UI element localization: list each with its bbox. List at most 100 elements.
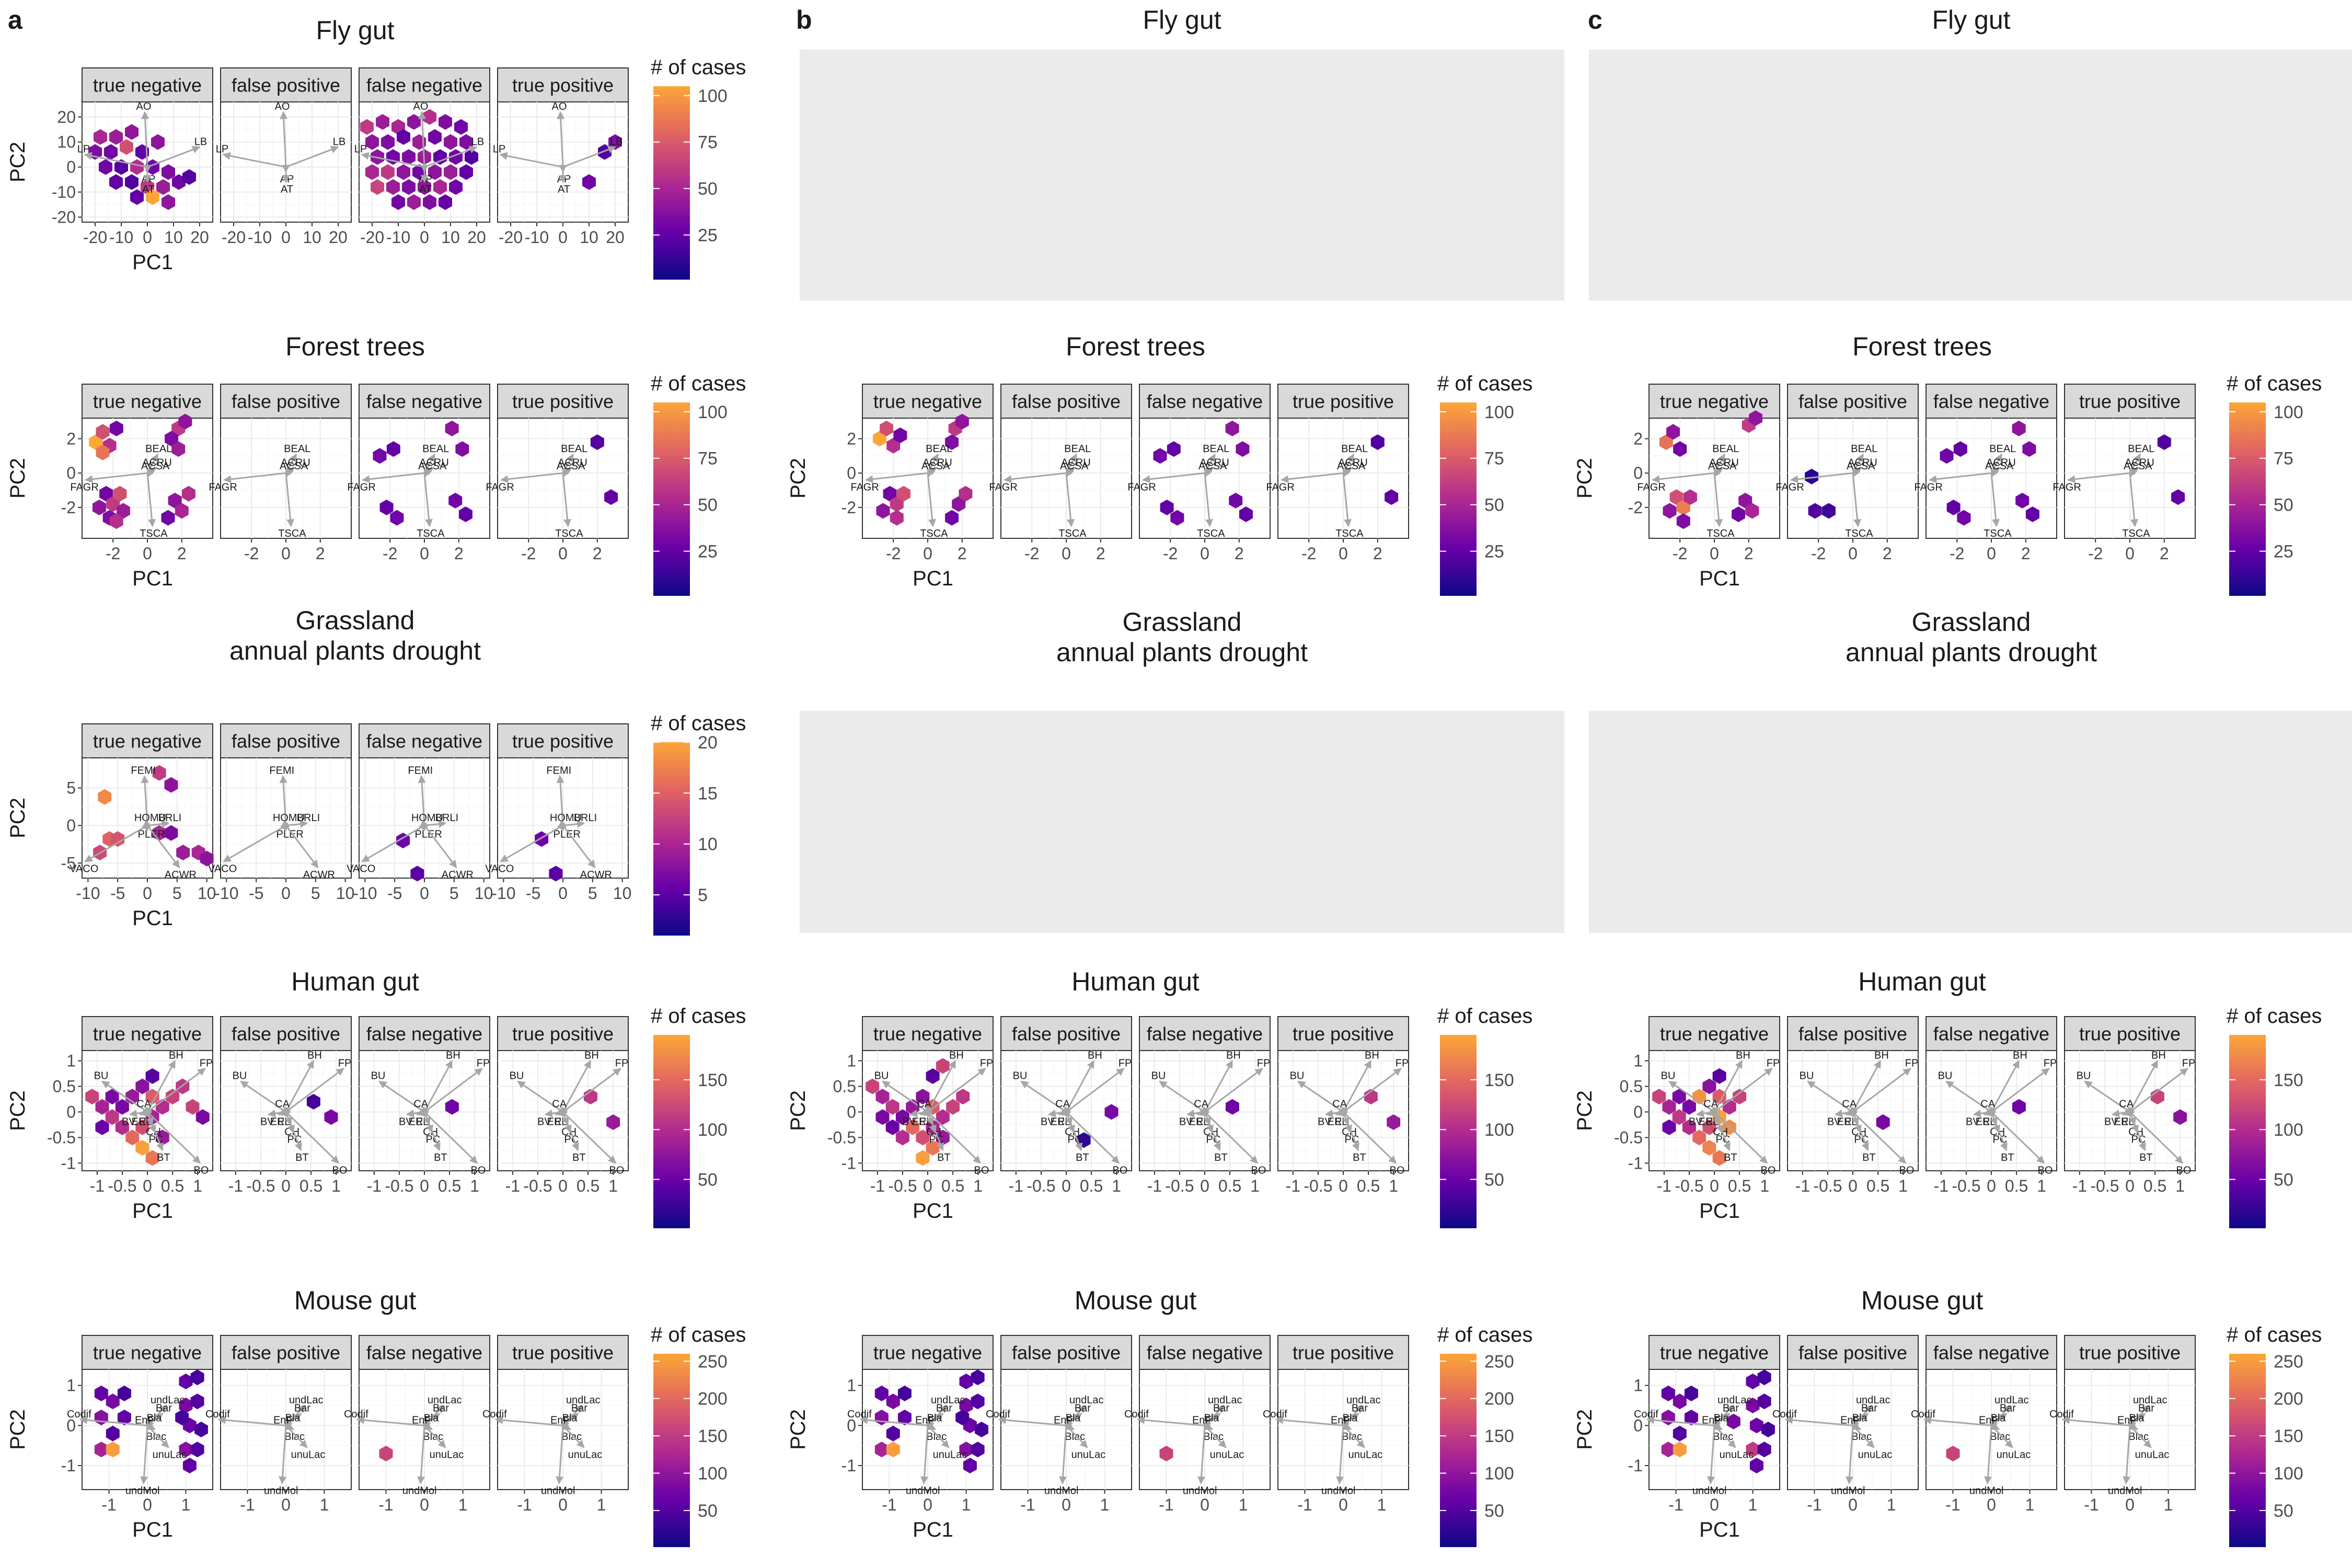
facet-strip-label: true negative bbox=[93, 391, 202, 412]
tick-label-x: 10 bbox=[580, 228, 598, 247]
hexbin-cell bbox=[975, 1422, 988, 1437]
loading-arrow bbox=[222, 152, 286, 168]
tick-label-x: 0 bbox=[420, 884, 429, 903]
loading-arrow bbox=[1159, 1080, 1205, 1113]
hexbin-cell bbox=[161, 510, 175, 526]
loading-label: Blac bbox=[1851, 1431, 1872, 1443]
loading-arrow bbox=[562, 1425, 585, 1448]
hexbin-cell bbox=[1153, 448, 1167, 464]
facet-strip-label: true positive bbox=[512, 731, 614, 752]
hexbin-cell bbox=[125, 1129, 140, 1146]
loading-arrow bbox=[1852, 1111, 1907, 1164]
tick-label-y: -1 bbox=[841, 1154, 856, 1172]
hexbin-cell bbox=[85, 1089, 99, 1105]
loading-label: ER bbox=[409, 1116, 423, 1127]
hexbin-cell bbox=[109, 513, 123, 529]
loading-arrow bbox=[423, 469, 432, 477]
facet-strip-label: false positive bbox=[1012, 1023, 1121, 1045]
legend-colorbar bbox=[1440, 1035, 1477, 1228]
loading-label: unuLac bbox=[1858, 1449, 1893, 1461]
loading-label: LP bbox=[216, 144, 228, 155]
loading-label: BV bbox=[537, 1116, 551, 1127]
loading-arrow bbox=[562, 146, 616, 168]
facet-strip-label: false negative bbox=[366, 75, 482, 96]
loading-label: BV bbox=[122, 1116, 136, 1127]
tick-label-x: 10 bbox=[613, 884, 632, 903]
loading-arrow bbox=[1281, 472, 1344, 483]
hexbin-cell bbox=[94, 1386, 108, 1401]
hexbin-cell bbox=[190, 1442, 204, 1458]
x-axis-title: PC1 bbox=[132, 567, 173, 590]
hexbin-cell bbox=[875, 1109, 890, 1125]
loading-arrow bbox=[1713, 1111, 1768, 1164]
loading-label: ACSA bbox=[1847, 460, 1875, 472]
loading-label: BH bbox=[1874, 1050, 1889, 1062]
tick-label-y: -5 bbox=[61, 854, 76, 872]
loading-label: Codif bbox=[1772, 1409, 1797, 1420]
hexbin-cell bbox=[376, 114, 389, 130]
loading-label: FAGR bbox=[2053, 481, 2081, 493]
x-axis-title: PC1 bbox=[132, 251, 173, 274]
tick-label-x: -0.5 bbox=[1027, 1177, 1055, 1195]
hexbin-cell bbox=[459, 164, 473, 180]
tick-label-y: 1 bbox=[847, 1052, 856, 1070]
legend-tick-label: 15 bbox=[698, 783, 718, 803]
hexbin-cell bbox=[590, 434, 604, 450]
hexbin-cell bbox=[1673, 1425, 1687, 1442]
loading-arrow bbox=[1204, 1068, 1263, 1113]
legend-colorbar bbox=[1440, 402, 1477, 596]
facet-strip bbox=[359, 723, 490, 758]
tick-label-x: 2 bbox=[1235, 544, 1244, 563]
hexbin-cell bbox=[92, 499, 106, 515]
loading-arrow bbox=[146, 1425, 169, 1448]
hexbin-cell bbox=[971, 1369, 985, 1386]
facet-strip-label: false positive bbox=[232, 75, 340, 96]
loading-label: unuLac bbox=[1997, 1449, 2031, 1461]
legend-tick-label: 50 bbox=[698, 179, 718, 199]
tick-label-y: 0 bbox=[847, 1102, 856, 1121]
tick-label-x: -2 bbox=[1950, 544, 1964, 563]
loading-label: BH bbox=[1736, 1050, 1750, 1062]
loading-label: LB bbox=[610, 136, 622, 147]
loading-label: BT bbox=[1862, 1152, 1876, 1163]
loading-arrow bbox=[1990, 1060, 2020, 1113]
legend-tick-label: 50 bbox=[1484, 1170, 1504, 1190]
loading-label: BV bbox=[260, 1116, 274, 1127]
loading-arrow bbox=[279, 1425, 287, 1484]
loading-label: BT bbox=[1353, 1152, 1366, 1163]
loading-label: Blac bbox=[284, 1431, 305, 1443]
facet-strip-label: true positive bbox=[512, 1342, 614, 1364]
tick-label-x: 1 bbox=[470, 1177, 479, 1195]
facet-strip bbox=[220, 1335, 352, 1370]
loading-arrow bbox=[146, 1060, 176, 1113]
hexbin-cell bbox=[1676, 513, 1690, 529]
tick-label-x: -10 bbox=[109, 228, 133, 247]
loading-arrow bbox=[84, 152, 148, 168]
hexbin-cell bbox=[135, 1119, 149, 1135]
hexbin-cell bbox=[146, 189, 159, 205]
hexbin-cell bbox=[1822, 503, 1836, 519]
hexbin-cell bbox=[165, 431, 178, 447]
facet-strip bbox=[82, 1335, 213, 1370]
facet-strip-label: false negative bbox=[366, 391, 482, 412]
loading-arrow bbox=[2129, 469, 2138, 477]
loading-label: ER bbox=[1837, 1116, 1852, 1127]
loading-label: VACO bbox=[485, 863, 514, 874]
hexbin-cell bbox=[1746, 1442, 1760, 1458]
tick-label-x: 0 bbox=[1062, 1495, 1071, 1514]
facet-strip-label: true negative bbox=[93, 1023, 202, 1045]
hexbin-cell bbox=[371, 179, 384, 195]
loading-label: AT bbox=[281, 183, 293, 195]
loading-label: ACSA bbox=[280, 460, 308, 472]
loading-label: ER bbox=[1699, 1116, 1713, 1127]
legend-tick-label: 100 bbox=[698, 1120, 728, 1140]
legend-tick-label: 150 bbox=[2274, 1070, 2303, 1090]
loading-label: BO bbox=[1113, 1165, 1128, 1176]
chart-title: Mouse gut bbox=[294, 1286, 417, 1315]
legend-title: # of cases bbox=[2227, 1005, 2322, 1028]
hexbin-cell bbox=[1661, 1386, 1675, 1401]
loading-label: Codif bbox=[1263, 1409, 1287, 1420]
loading-label: FAGR bbox=[1127, 481, 1156, 493]
